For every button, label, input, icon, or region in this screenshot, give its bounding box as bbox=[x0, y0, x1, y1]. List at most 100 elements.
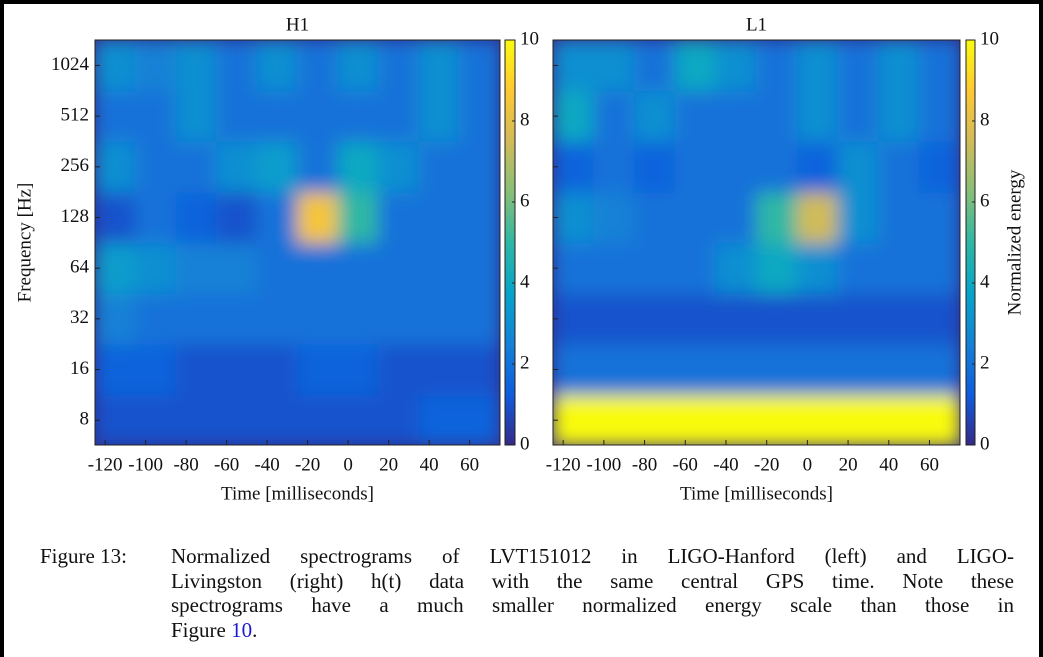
heatmap-cell bbox=[674, 394, 717, 445]
heatmap-cell bbox=[95, 242, 136, 295]
caption-label: Figure 13: bbox=[40, 544, 127, 568]
heatmap-cell bbox=[715, 191, 757, 244]
heatmap-cell bbox=[135, 293, 177, 345]
heatmap-cell bbox=[878, 343, 920, 396]
heatmap-cell bbox=[633, 242, 676, 295]
heatmap-cell bbox=[378, 293, 420, 345]
heatmap-cell bbox=[297, 140, 339, 193]
heatmap-cell bbox=[715, 40, 757, 92]
x-tick-label: 20 bbox=[379, 454, 398, 475]
heatmap-cell bbox=[459, 343, 500, 396]
colorbar bbox=[965, 39, 976, 446]
caption-text: Figure bbox=[171, 617, 226, 642]
heatmap-cell bbox=[256, 293, 298, 345]
x-axis-label: Time [milliseconds] bbox=[680, 483, 833, 504]
heatmap-cell bbox=[553, 191, 595, 244]
heatmap-cell bbox=[674, 140, 717, 193]
heatmap-cell bbox=[837, 40, 880, 92]
heatmap-cell bbox=[796, 343, 839, 396]
y-tick-label: 32 bbox=[70, 307, 89, 328]
heatmap-cell bbox=[553, 394, 595, 445]
heatmap-cell bbox=[378, 40, 420, 92]
heatmap-cell bbox=[756, 394, 798, 445]
colorbar-tick-label: 10 bbox=[980, 28, 999, 49]
heatmap-cell bbox=[378, 140, 420, 193]
heatmap-cell bbox=[633, 140, 676, 193]
heatmap-cell bbox=[593, 90, 635, 142]
heatmap-cell bbox=[593, 293, 635, 345]
heatmap-cell bbox=[796, 140, 839, 193]
heatmap-cell bbox=[135, 394, 177, 445]
caption-body: Normalized spectrograms of LVT151012 in … bbox=[171, 544, 1014, 642]
heatmap-cell bbox=[553, 40, 595, 92]
heatmap-cell bbox=[878, 293, 920, 345]
heatmap-cell bbox=[378, 343, 420, 396]
panel-title: H1 bbox=[286, 14, 309, 35]
caption-line: spectrograms have a much smaller normali… bbox=[171, 593, 1014, 617]
heatmap-cell bbox=[918, 140, 960, 193]
figure-reference[interactable]: 10 bbox=[231, 617, 253, 642]
heatmap-cell bbox=[796, 394, 839, 445]
heatmap-cell bbox=[337, 90, 379, 142]
heatmap-cell bbox=[135, 191, 177, 244]
heatmap-cell bbox=[837, 343, 880, 396]
caption-line: Normalized spectrograms of LVT151012 in … bbox=[171, 544, 1014, 568]
heatmap-cell bbox=[633, 40, 676, 92]
heatmap-cell bbox=[715, 293, 757, 345]
heatmap-cell bbox=[715, 90, 757, 142]
figure-sheet: H1 -120 -100 -80 -60 -40 -20 0 20 40 60 Time [milli… bbox=[4, 4, 1039, 657]
heatmap-cell bbox=[796, 242, 839, 295]
heatmap-cell bbox=[633, 394, 676, 445]
heatmap-cell bbox=[593, 394, 635, 445]
colorbar-label: Normalized energy bbox=[1004, 169, 1025, 315]
x-tick-label: -60 bbox=[214, 454, 239, 475]
heatmap-cell bbox=[256, 394, 298, 445]
x-tick-label: 20 bbox=[839, 454, 858, 475]
heatmap-cell bbox=[837, 191, 880, 244]
heatmap-cell bbox=[418, 191, 460, 244]
colorbar-tick-label: 10 bbox=[520, 28, 539, 49]
x-axis-label: Time [milliseconds] bbox=[221, 483, 374, 504]
heatmap-cell bbox=[796, 191, 839, 244]
heatmap-cell bbox=[175, 343, 217, 396]
heatmap-cell bbox=[135, 90, 177, 142]
heatmap-cell bbox=[418, 242, 460, 295]
heatmap-cell bbox=[135, 40, 177, 92]
x-tick-label: -60 bbox=[673, 454, 698, 475]
heatmap-cell bbox=[878, 90, 920, 142]
colorbar-tick-label: 0 bbox=[520, 433, 530, 454]
heatmap-cell bbox=[337, 140, 379, 193]
y-tick-label: 8 bbox=[80, 409, 90, 430]
x-tick-label: -80 bbox=[632, 454, 657, 475]
heatmap-cell bbox=[297, 191, 339, 244]
heatmap-cell bbox=[715, 242, 757, 295]
x-tick-label: -120 bbox=[546, 454, 581, 475]
colorbar-tick-label: 2 bbox=[520, 352, 530, 373]
heatmap-cell bbox=[553, 343, 595, 396]
heatmap-cell bbox=[297, 90, 339, 142]
colorbar-tick-label: 8 bbox=[520, 109, 530, 130]
y-tick-label: 512 bbox=[61, 104, 90, 125]
heatmap-cell bbox=[216, 191, 258, 244]
heatmap-cell bbox=[95, 394, 136, 445]
heatmap-cell bbox=[918, 242, 960, 295]
y-axis-label: Frequency [Hz] bbox=[14, 183, 35, 303]
heatmap-cell bbox=[756, 343, 798, 396]
heatmap-cell bbox=[633, 343, 676, 396]
heatmap-cell bbox=[878, 242, 920, 295]
heatmap-cell bbox=[95, 140, 136, 193]
caption-text: . bbox=[252, 617, 258, 642]
heatmap-cell bbox=[756, 90, 798, 142]
heatmap-cell bbox=[418, 40, 460, 92]
heatmap-cell bbox=[378, 242, 420, 295]
x-tick-label: -120 bbox=[88, 454, 123, 475]
heatmap-cell bbox=[674, 293, 717, 345]
heatmap-cell bbox=[878, 140, 920, 193]
heatmap-cell bbox=[175, 90, 217, 142]
heatmap-cell bbox=[216, 40, 258, 92]
heatmap-cell bbox=[918, 90, 960, 142]
heatmap-cell bbox=[337, 191, 379, 244]
x-tick-label: 0 bbox=[343, 454, 353, 475]
heatmap-cell bbox=[553, 242, 595, 295]
heatmap-cell bbox=[674, 191, 717, 244]
